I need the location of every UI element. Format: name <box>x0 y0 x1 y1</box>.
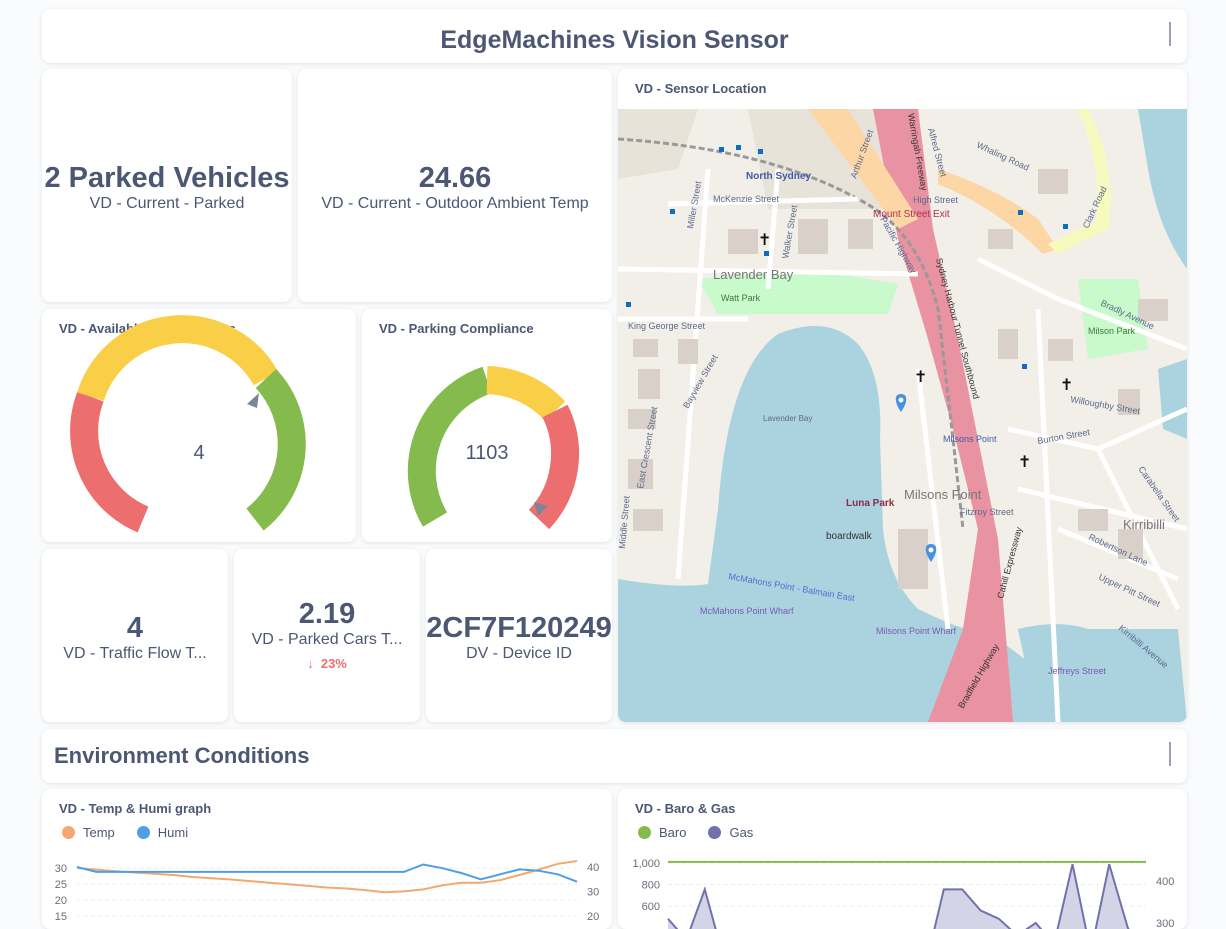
svg-text:McKenzie Street: McKenzie Street <box>713 194 780 204</box>
device-id-label: DV - Device ID <box>466 645 572 662</box>
temp-humi-chart: 15 20 25 30 20 30 40 <box>55 860 599 923</box>
gauge-segment-red <box>70 391 149 533</box>
svg-text:Mount Street Exit: Mount Street Exit <box>873 209 950 220</box>
parked-vehicles-value: 2 Parked Vehicles <box>44 162 290 194</box>
parked-cars-trend-card[interactable]: 2.19 VD - Parked Cars T... ↓ 23% <box>234 549 420 722</box>
temp-humi-card[interactable]: VD - Temp & Humi graph Temp Humi 15 20 25 3… <box>42 789 612 929</box>
sensor-location-title: VD - Sensor Location <box>635 81 767 96</box>
parked-cars-trend-value: 2.19 <box>298 598 356 630</box>
available-parking-value: 4 <box>193 442 204 464</box>
parked-cars-trend-label: VD - Parked Cars T... <box>251 631 403 648</box>
y-right-tick-label: 30 <box>587 887 599 899</box>
parking-compliance-gauge: 1103 <box>407 366 580 530</box>
legend-item-temp[interactable]: Temp <box>62 825 115 840</box>
series-line-gas <box>667 863 1130 929</box>
sensor-location-card: VD - Sensor Location <box>618 69 1187 722</box>
map-pin-icon <box>895 394 907 412</box>
y-left-tick-label: 20 <box>55 895 67 907</box>
svg-text:McMahons Point Wharf: McMahons Point Wharf <box>700 606 794 616</box>
map-water-lavender-bay <box>618 326 928 722</box>
svg-text:Milson Park: Milson Park <box>1088 326 1136 336</box>
header-divider <box>1169 22 1171 46</box>
svg-text:Fitzroy Street: Fitzroy Street <box>960 507 1014 517</box>
map-railway <box>618 137 965 530</box>
legend-item-gas[interactable]: Gas <box>708 825 753 840</box>
baro-gas-legend: Baro Gas <box>638 825 753 840</box>
parking-compliance-card[interactable]: VD - Parking Compliance 1103 <box>362 309 612 542</box>
temp-humi-title: VD - Temp & Humi graph <box>59 801 212 816</box>
series-line-temp <box>76 860 578 894</box>
legend-item-baro[interactable]: Baro <box>638 825 686 840</box>
y-left-tick-label: 30 <box>55 863 67 875</box>
series-line-humi <box>76 863 578 883</box>
available-parking-gauge: 4 <box>70 315 306 533</box>
svg-text:Milsons Point Wharf: Milsons Point Wharf <box>876 626 957 636</box>
y-right-tick-label: 20 <box>587 911 599 923</box>
svg-text:Lavender Bay: Lavender Bay <box>713 267 794 282</box>
environment-title: Environment Conditions <box>54 743 310 768</box>
svg-text:High Street: High Street <box>913 195 959 205</box>
gauge-needle-marker <box>534 502 548 516</box>
map-water-harbour <box>1018 629 1187 722</box>
svg-text:boardwalk: boardwalk <box>826 531 873 542</box>
svg-text:Milsons Point: Milsons Point <box>943 434 997 444</box>
svg-text:King George Street: King George Street <box>628 321 706 331</box>
map-location-markers <box>895 394 937 562</box>
svg-text:North Sydney: North Sydney <box>746 171 811 182</box>
y-left-tick-label: 15 <box>55 911 67 923</box>
y-left-tick-label: 25 <box>55 879 67 891</box>
y-right-tick-label: 40 <box>587 862 599 874</box>
parking-compliance-title: VD - Parking Compliance <box>379 321 534 336</box>
gauge-segment-green <box>407 366 492 527</box>
traffic-flow-value: 4 <box>126 612 144 644</box>
parked-cars-trend-delta: ↓ 23% <box>307 656 347 671</box>
device-id-card[interactable]: 2CF7F120249 DV - Device ID <box>426 549 612 722</box>
sensor-location-map[interactable]: North Sydney Lavender Bay Lavender Bay M… <box>618 109 1187 722</box>
gauge-needle-marker <box>247 393 259 408</box>
parked-vehicles-card[interactable]: 2 Parked Vehicles VD - Current - Parked <box>42 69 292 302</box>
traffic-flow-label: VD - Traffic Flow T... <box>63 645 207 662</box>
arrow-down-icon: ↓ <box>307 656 314 671</box>
gauge-segment-yellow <box>77 315 279 402</box>
y-right-tick-label: 400 <box>1156 876 1174 888</box>
church-icon: ✝ <box>758 232 771 249</box>
baro-gas-card[interactable]: VD - Baro & Gas Baro Gas 600 800 1,000 300 4… <box>618 789 1187 929</box>
device-id-value: 2CF7F120249 <box>426 612 612 644</box>
legend-item-humi[interactable]: Humi <box>136 825 188 840</box>
dashboard-header-card: EdgeMachines Vision Sensor <box>42 9 1187 63</box>
outdoor-temp-label: VD - Current - Outdoor Ambient Temp <box>321 195 589 212</box>
dashboard-title: EdgeMachines Vision Sensor <box>440 26 789 54</box>
svg-text:Watt Park: Watt Park <box>721 293 761 303</box>
temp-humi-legend: Temp Humi <box>62 825 188 840</box>
y-left-tick-label: 800 <box>642 880 660 892</box>
gauge-segment-red <box>528 404 580 530</box>
y-left-tick-label: 1,000 <box>632 858 660 870</box>
map-park-watt <box>698 269 898 314</box>
gauge-segment-yellow <box>486 366 566 421</box>
church-icon: ✝ <box>1018 454 1031 471</box>
church-icon: ✝ <box>1060 377 1073 394</box>
available-parking-card[interactable]: VD - Available Parking Spots 4 <box>42 309 356 542</box>
y-left-tick-label: 600 <box>642 901 660 913</box>
parking-compliance-value: 1103 <box>465 442 508 464</box>
church-icon: ✝ <box>914 369 927 386</box>
svg-text:Kirribilli: Kirribilli <box>1123 517 1165 532</box>
series-area-gas <box>668 864 1146 929</box>
svg-text:Lavender Bay: Lavender Bay <box>763 414 812 423</box>
baro-gas-title: VD - Baro & Gas <box>635 801 736 816</box>
outdoor-temp-card[interactable]: 24.66 VD - Current - Outdoor Ambient Tem… <box>298 69 612 302</box>
traffic-flow-card[interactable]: 4 VD - Traffic Flow T... <box>42 549 228 722</box>
svg-text:Jeffreys Street: Jeffreys Street <box>1048 666 1106 676</box>
svg-text:Milsons Point: Milsons Point <box>904 487 982 502</box>
svg-text:Luna Park: Luna Park <box>846 498 895 509</box>
outdoor-temp-value: 24.66 <box>418 162 492 194</box>
parked-vehicles-label: VD - Current - Parked <box>89 195 245 212</box>
map-pin-icon <box>925 544 937 562</box>
environment-header-card: Environment Conditions <box>42 729 1187 783</box>
environment-divider <box>1169 742 1171 766</box>
gauge-segment-green <box>246 368 306 531</box>
map-highway <box>873 109 1013 722</box>
